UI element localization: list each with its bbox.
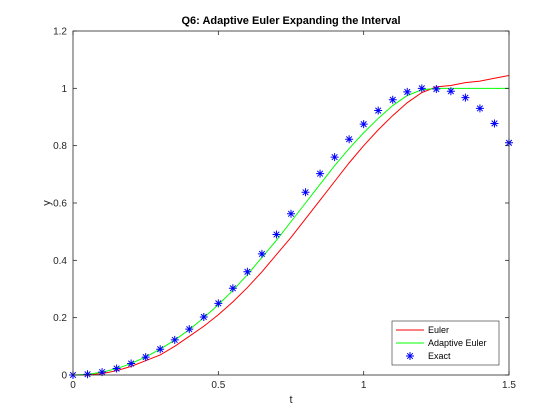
data-point-exact xyxy=(83,370,92,379)
legend-label-adaptive-euler: Adaptive Euler xyxy=(428,338,487,348)
data-point-exact xyxy=(170,335,179,344)
legend-label-exact: Exact xyxy=(428,351,451,361)
y-tick-label: 1 xyxy=(61,84,67,95)
data-point-exact xyxy=(98,368,107,377)
y-axis-label: y xyxy=(41,200,53,206)
data-point-exact xyxy=(461,93,470,102)
data-point-exact xyxy=(112,364,121,373)
legend-swatch-exact xyxy=(406,352,414,360)
data-point-exact xyxy=(417,84,426,93)
data-point-exact xyxy=(490,119,499,128)
y-tick-label: 0.6 xyxy=(53,199,67,210)
data-point-exact xyxy=(330,153,339,162)
data-point-exact xyxy=(475,104,484,113)
data-point-exact xyxy=(127,359,136,368)
x-tick-label: 1 xyxy=(361,380,367,391)
y-tick-label: 0.2 xyxy=(53,313,67,324)
legend: Euler Adaptive Euler Exact xyxy=(391,320,500,366)
data-point-exact xyxy=(156,345,165,354)
data-point-exact xyxy=(359,120,368,129)
data-point-exact xyxy=(388,95,397,104)
y-tick-label: 0.8 xyxy=(53,141,67,152)
x-tick-label: 0.5 xyxy=(211,380,225,391)
y-tick-label: 0.4 xyxy=(53,256,67,267)
data-point-exact xyxy=(141,353,150,362)
data-point-exact xyxy=(301,188,310,197)
data-point-exact xyxy=(257,249,266,258)
x-axis-label: t xyxy=(289,394,292,406)
data-point-exact xyxy=(272,230,281,239)
data-point-exact xyxy=(287,209,295,218)
data-point-exact xyxy=(243,267,252,276)
y-tick-label: 1.2 xyxy=(53,27,67,38)
x-tick-label: 1.5 xyxy=(502,380,516,391)
data-point-exact xyxy=(228,284,237,293)
data-point-exact xyxy=(432,85,441,94)
data-point-exact xyxy=(316,169,325,178)
y-tick-label: 0 xyxy=(61,371,67,382)
data-point-exact xyxy=(185,325,194,334)
data-point-exact xyxy=(374,106,383,115)
data-point-exact xyxy=(446,87,455,96)
data-point-exact xyxy=(199,312,208,321)
data-point-exact xyxy=(345,135,354,144)
chart-title: Q6: Adaptive Euler Expanding the Interva… xyxy=(181,15,400,27)
x-tick-label: 0 xyxy=(70,380,76,391)
data-point-exact xyxy=(403,87,412,96)
data-point-exact xyxy=(214,299,223,308)
legend-label-euler: Euler xyxy=(428,325,449,335)
